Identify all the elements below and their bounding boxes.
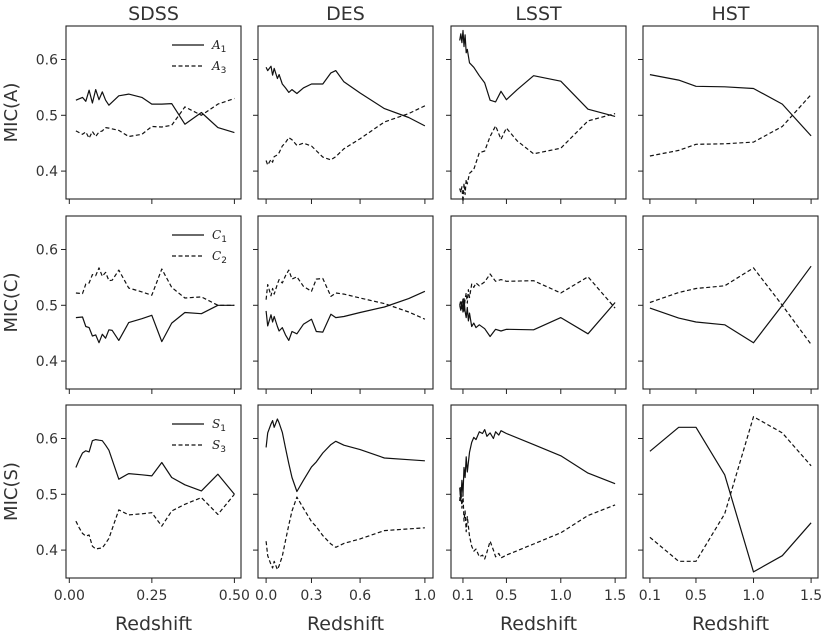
xtick-label-r3-lsst-2: 1.0	[550, 588, 572, 604]
xtick-label-r3-sdss-2: 0.50	[219, 588, 250, 604]
series-line-A1-des	[265, 65, 426, 127]
column-title-hst: HST	[712, 3, 750, 25]
series-line-C2-sdss	[75, 267, 235, 306]
series-line-A1-sdss	[75, 88, 235, 134]
series-line-S3-sdss	[75, 493, 235, 550]
panel-frame-r3-hst	[642, 404, 819, 579]
ytick-label-r3-sdss-1: 0.5	[36, 487, 58, 503]
ytick-label-r2-sdss-1: 0.5	[36, 298, 58, 314]
series-line-C1-hst	[649, 265, 812, 344]
series-line-S1-des	[265, 418, 425, 493]
panel-frame-r1-sdss	[65, 25, 242, 200]
xaxis-label-hst: Redshift	[692, 613, 769, 635]
legend-label-A1: A1	[211, 38, 226, 55]
column-title-des: DES	[326, 3, 365, 25]
xtick-label-r3-des-0: 0.0	[255, 588, 277, 604]
series-line-C2-hst	[649, 267, 812, 345]
row-label-1: MIC(A)	[1, 83, 22, 143]
legend-label-C2: C2	[212, 249, 227, 266]
xtick-label-r3-sdss-0: 0.00	[54, 588, 85, 604]
xtick-label-r3-hst-3: 1.5	[800, 588, 822, 604]
ytick-label-r3-sdss-0: 0.4	[36, 543, 58, 559]
panel-frame-r3-lsst	[450, 404, 627, 579]
ytick-label-r2-sdss-2: 0.6	[36, 242, 58, 258]
xtick-label-r3-hst-2: 1.0	[742, 588, 764, 604]
panel-frame-r1-lsst	[450, 25, 627, 200]
xaxis-label-des: Redshift	[307, 613, 384, 635]
xtick-label-r3-sdss-1: 0.25	[136, 588, 167, 604]
ytick-label-r1-sdss-1: 0.5	[36, 108, 58, 124]
panel-frame-r2-sdss	[65, 215, 242, 390]
series-line-C1-sdss	[75, 304, 235, 344]
series-line-S1-hst	[649, 426, 812, 573]
series-line-C2-des	[265, 269, 426, 320]
ytick-label-r1-sdss-0: 0.4	[36, 164, 58, 180]
xaxis-label-lsst: Redshift	[500, 613, 577, 635]
xtick-label-r3-des-1: 0.3	[300, 588, 322, 604]
column-title-sdss: SDSS	[128, 3, 179, 25]
series-line-S1-lsst	[459, 429, 616, 502]
xtick-label-r3-hst-0: 0.1	[639, 588, 661, 604]
panel-frame-r2-des	[257, 215, 434, 390]
legend-label-A3: A3	[211, 59, 226, 76]
xtick-label-r3-lsst-3: 1.5	[604, 588, 626, 604]
xtick-label-r3-lsst-0: 0.1	[452, 588, 474, 604]
series-line-A3-hst	[649, 94, 812, 157]
panel-frame-r1-hst	[642, 25, 819, 200]
xtick-label-r3-des-3: 1.0	[414, 588, 436, 604]
series-line-C1-lsst	[459, 298, 616, 338]
row-label-2: MIC(C)	[1, 272, 22, 332]
legend-label-C1: C1	[212, 228, 227, 245]
series-line-A1-hst	[649, 74, 812, 137]
column-title-lsst: LSST	[515, 3, 562, 25]
series-line-C2-lsst	[459, 273, 616, 313]
series-line-A1-lsst	[459, 29, 616, 117]
legend-label-S1: S1	[212, 417, 226, 434]
panel-frame-r2-hst	[642, 215, 819, 390]
series-line-A3-des	[265, 105, 426, 166]
series-line-A3-lsst	[459, 113, 616, 203]
xtick-label-r3-des-2: 0.6	[349, 588, 371, 604]
series-line-A3-sdss	[75, 97, 235, 139]
row-label-3: MIC(S)	[1, 462, 22, 521]
ytick-label-r2-sdss-0: 0.4	[36, 354, 58, 370]
series-line-S3-lsst	[459, 487, 616, 560]
legend-label-S3: S3	[212, 438, 226, 455]
xtick-label-r3-lsst-1: 0.5	[495, 588, 517, 604]
panel-frame-r3-des	[257, 404, 434, 579]
series-line-C1-des	[265, 290, 426, 341]
xaxis-label-sdss: Redshift	[115, 613, 192, 635]
series-line-S3-des	[265, 496, 425, 571]
panel-frame-r1-des	[257, 25, 434, 200]
ytick-label-r3-sdss-2: 0.6	[36, 431, 58, 447]
panel-frame-r3-sdss	[65, 404, 242, 579]
series-line-S1-sdss	[75, 439, 235, 495]
ytick-label-r1-sdss-2: 0.6	[36, 52, 58, 68]
xtick-label-r3-hst-1: 0.5	[685, 588, 707, 604]
panel-frame-r2-lsst	[450, 215, 627, 390]
series-line-S3-hst	[649, 416, 812, 562]
